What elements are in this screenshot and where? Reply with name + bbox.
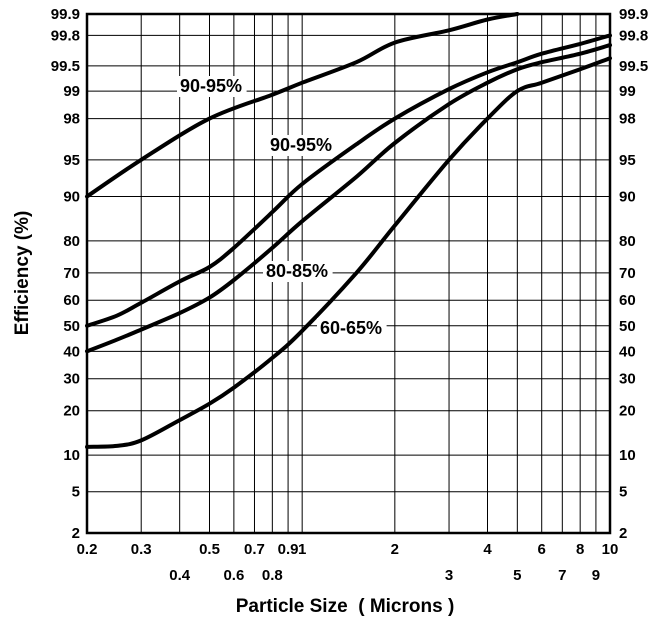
series-line-3 — [85, 43, 612, 354]
y-axis-title: Efficiency (%) — [12, 211, 33, 336]
y-tick-label-right: 40 — [619, 343, 636, 360]
y-tick-label-right: 90 — [619, 188, 636, 205]
x-tick-label: 5 — [513, 567, 521, 584]
plot-frame — [85, 12, 612, 535]
y-tick-label-left: 50 — [63, 318, 80, 335]
x-tick-label: 0.9 — [278, 541, 299, 558]
x-tick-label: 0.4 — [169, 567, 191, 584]
curve-label: 80-85% — [266, 261, 328, 281]
y-tick-label-right: 30 — [619, 371, 636, 388]
x-tick-label: 0.7 — [244, 541, 265, 558]
x-tick-label: 8 — [576, 541, 584, 558]
y-tick-label-left: 40 — [63, 343, 80, 360]
curve-label-background — [317, 318, 387, 339]
y-tick-label-left: 99.5 — [51, 58, 80, 75]
series-line-4 — [85, 56, 612, 449]
y-tick-label-right: 95 — [619, 152, 636, 169]
x-tick-label: 0.5 — [199, 541, 220, 558]
y-tick-label-right: 99 — [619, 83, 636, 100]
y-tick-label-right: 99.5 — [619, 58, 648, 75]
y-tick-label-right: 80 — [619, 233, 636, 250]
y-tick-label-left: 95 — [63, 152, 80, 169]
y-tick-label-left: 99.9 — [51, 6, 80, 23]
y-tick-label-right: 2 — [619, 525, 627, 542]
grid-lines — [86, 13, 611, 534]
y-tick-label-left: 99 — [63, 83, 80, 100]
curve-label-background — [263, 261, 333, 282]
y-tick-label-left: 98 — [63, 111, 80, 128]
y-tick-label-left: 70 — [63, 265, 80, 282]
x-tick-label: 7 — [558, 567, 566, 584]
x-tick-label: 4 — [483, 541, 492, 558]
y-tick-label-right: 99.8 — [619, 27, 648, 44]
y-tick-label-right: 60 — [619, 292, 636, 309]
curve-labels: 90-95% 90-95% 80-85% 60-65% — [177, 76, 387, 339]
x-tick-label: 3 — [445, 567, 453, 584]
y-tick-label-left: 99.8 — [51, 27, 80, 44]
y-tick-label-left: 30 — [63, 371, 80, 388]
series-line-2 — [85, 33, 612, 328]
x-tick-label: 0.6 — [223, 567, 244, 584]
y-tick-label-left: 60 — [63, 292, 80, 309]
curve-label-background — [177, 76, 247, 97]
y-tick-label-right: 10 — [619, 447, 636, 464]
curve-label-background — [267, 135, 337, 156]
y-tick-label-right: 5 — [619, 484, 627, 501]
curve-label: 60-65% — [320, 318, 382, 338]
y-tick-label-left: 2 — [72, 525, 80, 542]
series-lines — [85, 12, 612, 449]
y-tick-label-right: 98 — [619, 111, 636, 128]
y-tick-label-right: 99.9 — [619, 6, 648, 23]
series-line-1 — [85, 12, 520, 199]
y-tick-label-left: 80 — [63, 233, 80, 250]
y-tick-label-left: 10 — [63, 447, 80, 464]
x-tick-label: 1 — [298, 541, 306, 558]
y-tick-label-right: 70 — [619, 265, 636, 282]
x-tick-label: 6 — [538, 541, 546, 558]
y-tick-label-left: 5 — [72, 484, 80, 501]
y-tick-label-right: 20 — [619, 403, 636, 420]
x-axis-title: Particle Size ( Microns ) — [236, 596, 455, 617]
curve-label: 90-95% — [180, 76, 242, 96]
y-tick-label-left: 20 — [63, 403, 80, 420]
curve-label: 90-95% — [270, 135, 332, 155]
x-tick-label: 2 — [391, 541, 399, 558]
x-tick-label: 0.2 — [77, 541, 98, 558]
y-tick-label-right: 50 — [619, 318, 636, 335]
x-tick-label: 0.3 — [131, 541, 152, 558]
y-tick-label-left: 90 — [63, 188, 80, 205]
x-tick-label: 0.8 — [262, 567, 283, 584]
x-tick-label: 9 — [592, 567, 600, 584]
x-tick-label: 10 — [602, 541, 619, 558]
